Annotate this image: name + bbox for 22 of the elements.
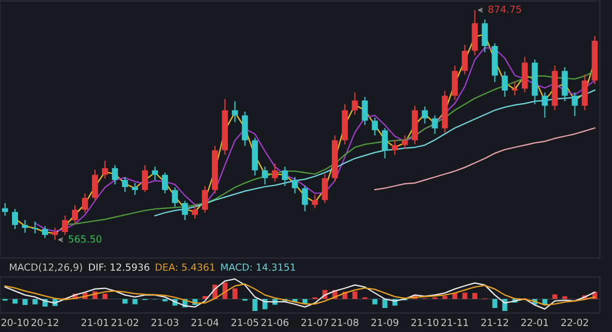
x-tick-label: 21-01 — [82, 318, 108, 326]
x-tick-label: 21-11 — [441, 318, 468, 326]
text: DEA: 5.4361 — [156, 263, 214, 271]
x-tick-label: 22-01 — [521, 318, 548, 326]
chart-title: MACD(12,26,9) — [10, 263, 82, 272]
x-tick-label: 22-02 — [561, 318, 588, 326]
x-tick-label: 21-05 — [231, 318, 258, 326]
x-tick-label: 21-04 — [192, 318, 218, 326]
x-tick-label: 20-12 — [32, 318, 58, 326]
x-tick-label: 20-10 — [2, 318, 28, 326]
x-tick-label: 21-02 — [112, 318, 138, 326]
series-label: MACD: 14.3151 — [221, 263, 296, 271]
annotation: 565.50 — [68, 235, 102, 243]
x-tick-label: 21-07 — [301, 318, 328, 326]
x-tick-label: 21-12 — [481, 318, 508, 326]
x-tick-label: 21-09 — [371, 318, 398, 326]
x-tick-label: 21-10 — [411, 318, 438, 326]
x-tick-label: 21-08 — [331, 318, 358, 326]
annotation: 874.75 — [488, 6, 521, 13]
x-tick-label: 21-06 — [261, 318, 288, 326]
x-tick-label: 21-03 — [152, 318, 178, 326]
series-label: DIF: 12.5936 — [89, 263, 150, 271]
